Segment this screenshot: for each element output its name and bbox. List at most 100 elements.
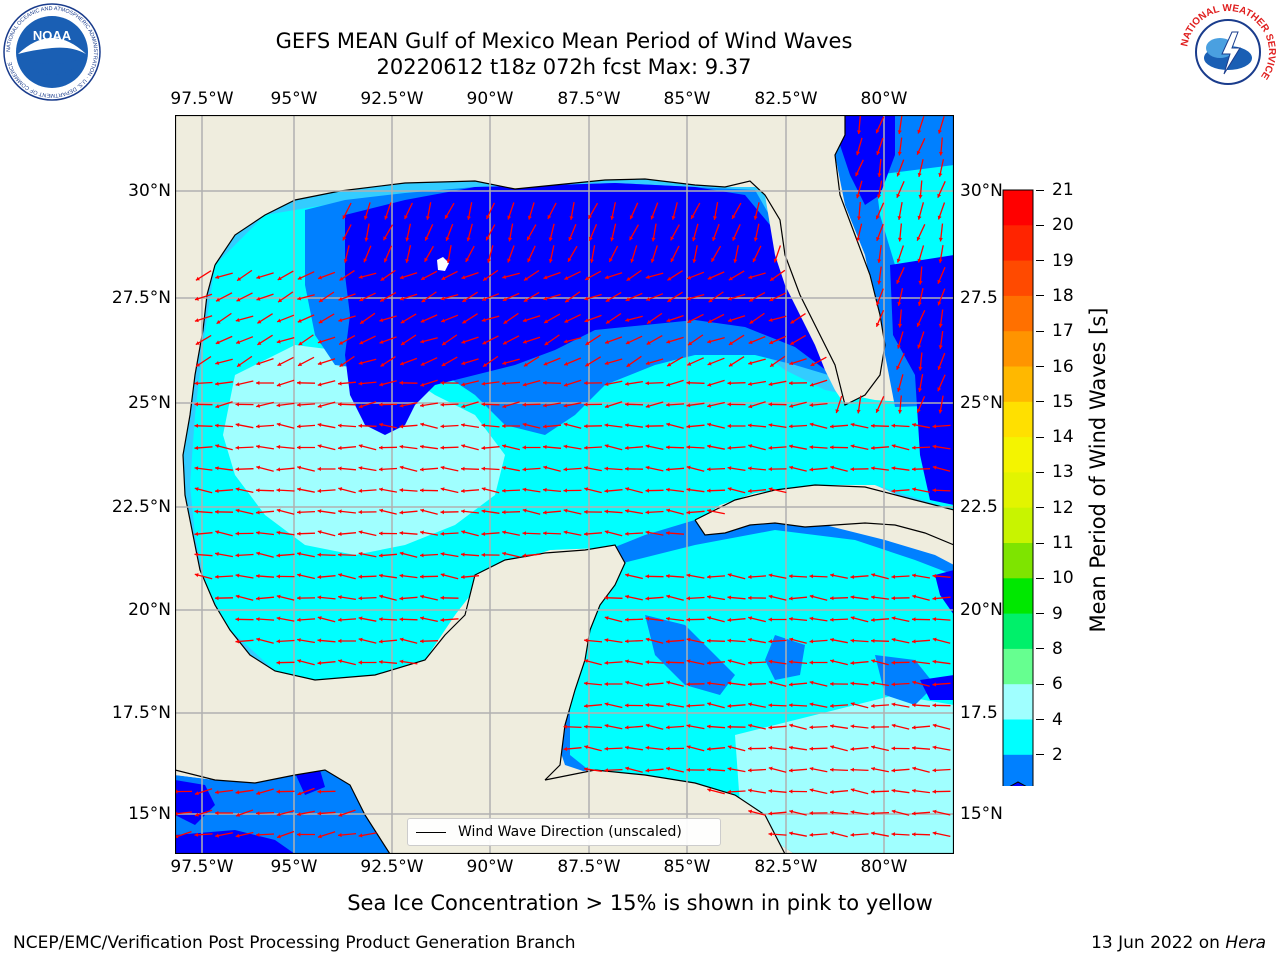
- colorbar-segment: [1003, 543, 1033, 579]
- wind-wave-arrowhead: [707, 681, 711, 686]
- wind-wave-arrowhead: [317, 638, 322, 643]
- wind-wave-arrowhead: [363, 258, 368, 263]
- wind-wave-arrowhead: [523, 339, 527, 344]
- wind-wave-arrowhead: [236, 812, 240, 817]
- wind-wave-arrowhead: [297, 465, 301, 470]
- wind-wave-arrowhead: [768, 745, 773, 750]
- wind-wave-arrowhead: [809, 594, 814, 599]
- wind-wave-arrowhead: [604, 702, 609, 707]
- wind-wave-arrowhead: [338, 487, 343, 492]
- wind-wave-arrowhead: [507, 215, 512, 220]
- wind-wave-arrowhead: [932, 637, 937, 642]
- wind-wave-arrowhead: [256, 465, 261, 470]
- wind-wave-arrowhead: [384, 215, 389, 220]
- wind-wave-arrowhead: [276, 812, 281, 817]
- wind-wave-arrowhead: [830, 703, 834, 708]
- wind-wave-arrowhead: [809, 616, 814, 621]
- wind-wave-arrowhead: [932, 659, 937, 664]
- wind-wave-arrowhead: [502, 510, 506, 515]
- wind-wave-arrowhead: [768, 725, 773, 730]
- wind-wave-arrowhead: [338, 531, 342, 536]
- wind-wave-arrowhead: [564, 319, 569, 323]
- colorbar-segment: [1003, 331, 1033, 367]
- wind-wave-arrowhead: [522, 487, 527, 492]
- wind-wave-arrowhead: [645, 745, 650, 750]
- wind-wave-arrowhead: [338, 812, 343, 817]
- map-panel: [174, 114, 955, 855]
- wind-wave-arrowhead: [625, 509, 629, 514]
- colorbar-segment: [1003, 401, 1033, 438]
- wind-wave-arrowhead: [938, 259, 943, 263]
- wind-wave-arrowhead: [482, 297, 487, 301]
- wind-wave-arrowhead: [727, 595, 732, 600]
- wind-wave-arrowhead: [194, 812, 199, 817]
- wind-wave-arrowhead: [461, 444, 466, 449]
- wind-wave-arrowhead: [768, 832, 773, 837]
- wind-wave-arrowhead: [912, 467, 916, 472]
- wind-wave-arrowhead: [317, 789, 321, 794]
- wind-wave-arrowhead: [789, 403, 794, 408]
- wind-wave-arrowhead: [666, 531, 670, 536]
- colorbar-segment: [1003, 719, 1033, 756]
- wind-wave-arrowhead: [686, 682, 690, 687]
- wind-wave-arrowhead: [343, 258, 348, 263]
- wind-wave-arrowhead: [809, 725, 813, 730]
- wind-wave-arrowhead: [444, 214, 449, 219]
- wind-wave-arrowhead: [235, 382, 240, 387]
- wind-wave-arrowhead: [727, 381, 731, 386]
- wind-wave-arrowhead: [277, 276, 282, 280]
- wind-wave-arrowhead: [420, 574, 424, 579]
- wind-wave-arrowhead: [317, 595, 322, 600]
- wind-wave-arrowhead: [276, 639, 280, 644]
- wind-wave-arrowhead: [358, 381, 363, 386]
- wind-wave-arrowhead: [645, 465, 650, 470]
- wind-wave-arrowhead: [544, 319, 549, 323]
- wind-wave-arrowhead: [379, 553, 383, 558]
- wind-wave-arrowhead: [567, 257, 572, 262]
- wind-wave-arrowhead: [256, 574, 260, 579]
- wind-wave-arrowhead: [937, 129, 942, 134]
- wind-wave-arrowhead: [543, 403, 547, 408]
- wind-wave-arrowhead: [877, 173, 882, 177]
- wind-wave-arrowhead: [194, 573, 199, 578]
- wind-wave-arrowhead: [338, 573, 343, 578]
- wind-wave-arrowhead: [584, 531, 588, 536]
- wind-wave-arrowhead: [297, 445, 301, 450]
- wind-wave-arrowhead: [871, 659, 876, 664]
- wind-wave-arrowhead: [502, 551, 506, 556]
- wind-wave-arrowhead: [276, 488, 280, 493]
- wind-wave-arrowhead: [383, 236, 387, 241]
- wind-wave-arrowhead: [508, 237, 513, 242]
- wind-wave-arrowhead: [399, 444, 404, 449]
- wind-wave-arrowhead: [215, 552, 219, 557]
- wind-wave-arrowhead: [937, 387, 942, 392]
- wind-wave-arrowhead: [625, 725, 629, 730]
- colorbar-label: 18: [1052, 285, 1074, 306]
- wind-wave-arrowhead: [584, 296, 589, 301]
- wind-wave-arrowhead: [604, 616, 609, 621]
- wind-wave-arrowhead: [317, 444, 322, 449]
- wind-wave-arrowhead: [358, 275, 363, 279]
- wind-wave-arrowhead: [891, 488, 896, 493]
- wind-wave-arrowhead: [379, 594, 384, 599]
- wind-wave-arrowhead: [461, 530, 466, 535]
- wind-wave-arrowhead: [461, 382, 466, 387]
- wind-wave-arrowhead: [276, 553, 281, 558]
- wind-wave-arrowhead: [749, 319, 754, 324]
- wind-wave-arrowhead: [625, 594, 629, 599]
- wind-wave-arrowhead: [789, 381, 793, 386]
- wind-wave-arrowhead: [338, 445, 342, 450]
- wind-wave-arrowhead: [420, 616, 424, 621]
- coastline: [214, 115, 886, 406]
- wind-wave-arrowhead: [667, 362, 672, 367]
- wind-wave-arrowhead: [686, 510, 691, 515]
- wind-wave-arrowhead: [215, 833, 219, 838]
- wind-wave-arrowhead: [440, 424, 444, 429]
- wind-wave-arrowhead: [768, 789, 773, 794]
- wind-wave-arrowhead: [707, 422, 712, 427]
- wind-wave-arrowhead: [342, 215, 347, 219]
- wind-wave-arrowhead: [708, 319, 712, 323]
- wind-wave-arrowhead: [543, 487, 547, 492]
- wind-wave-arrowhead: [420, 318, 425, 323]
- wind-wave-arrowhead: [917, 258, 922, 263]
